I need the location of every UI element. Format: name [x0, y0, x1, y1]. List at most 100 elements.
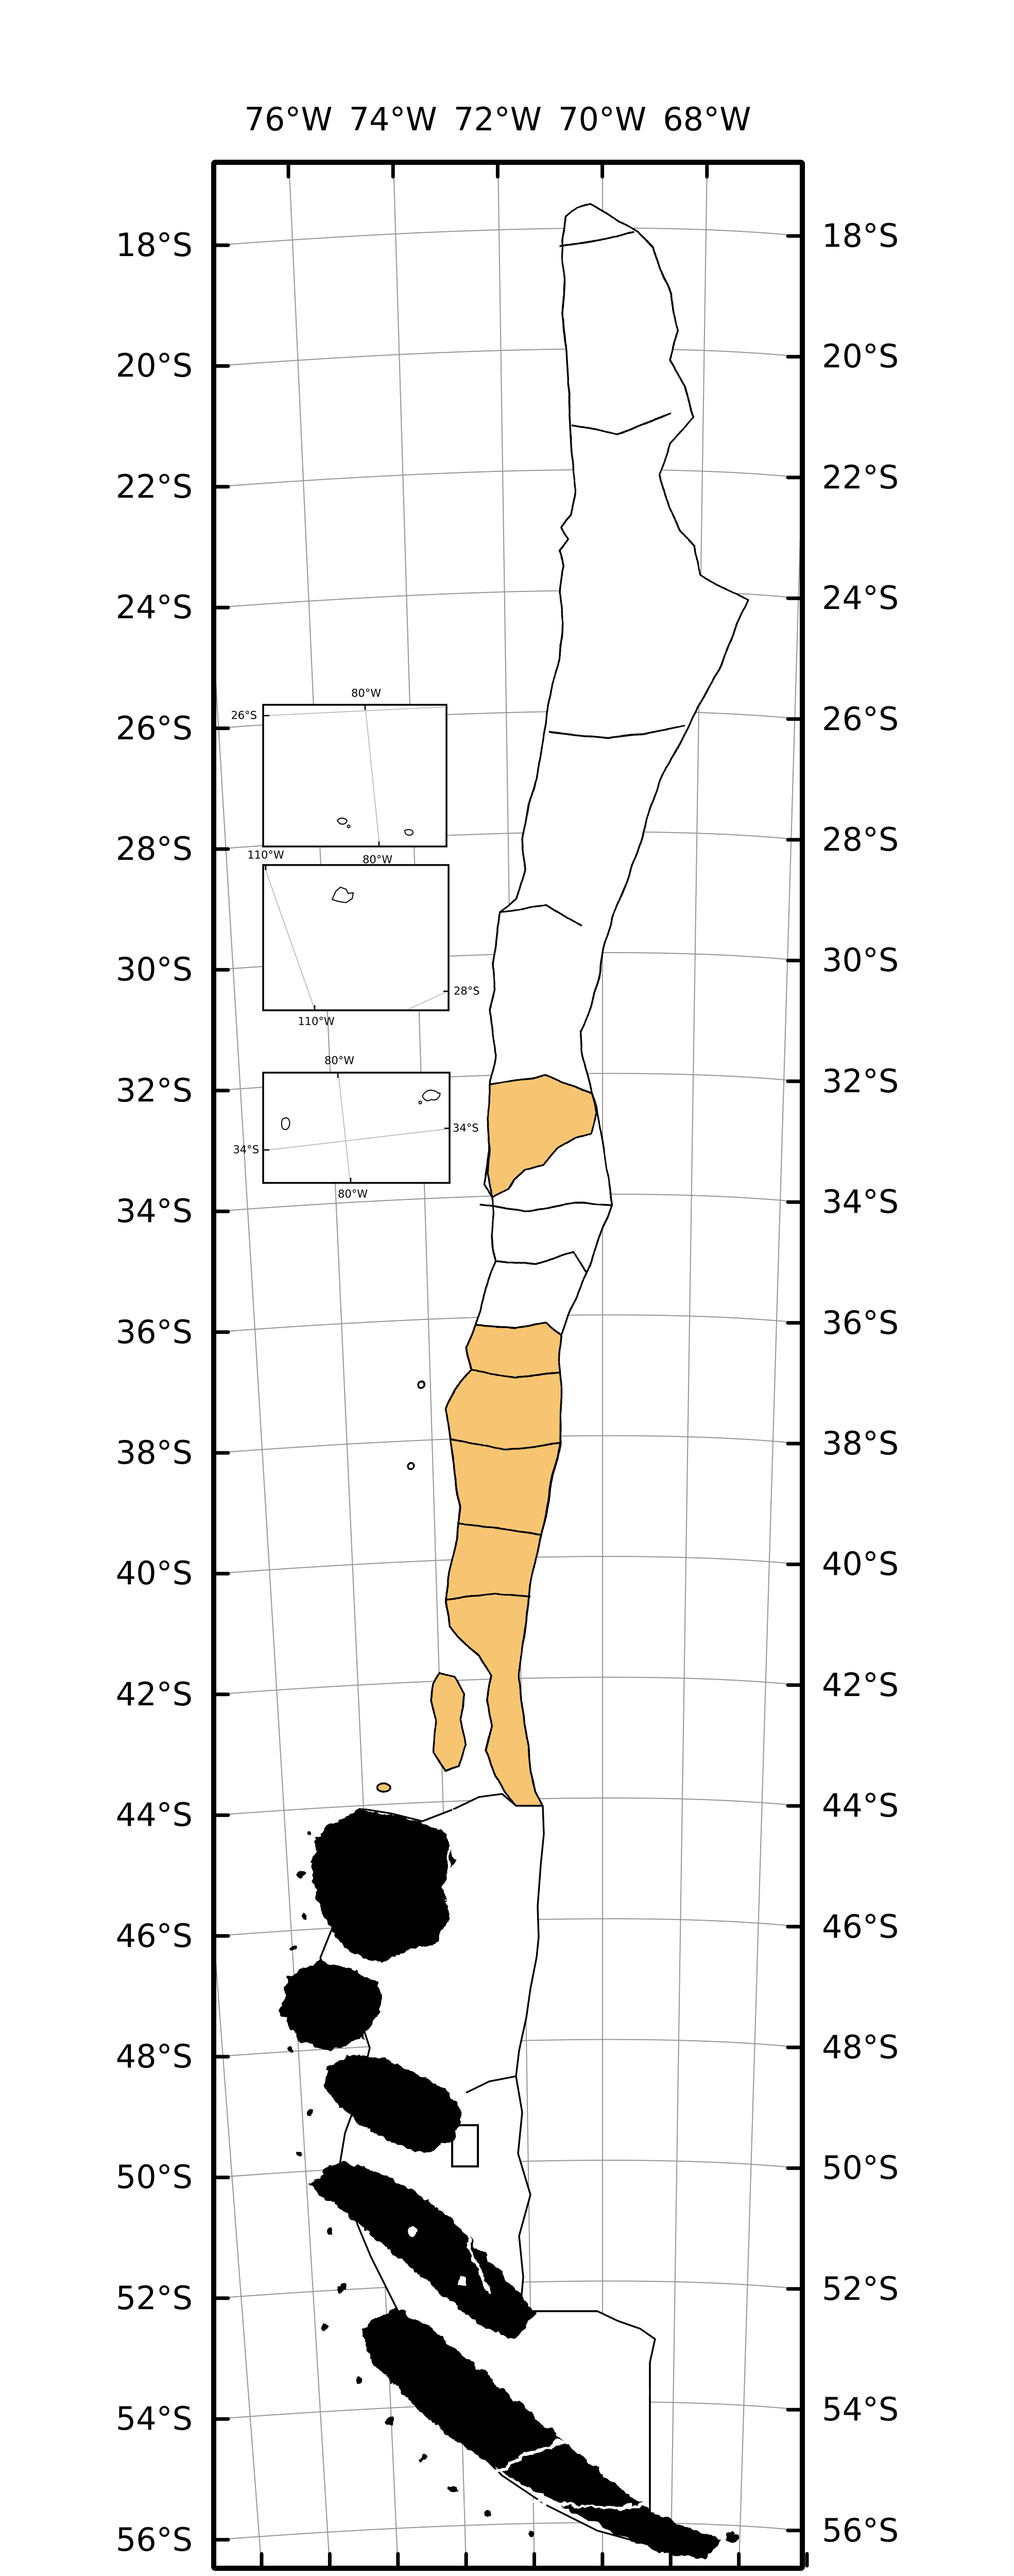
inset-desventuradas — [262, 704, 448, 848]
lat-label-right: 38°S — [822, 1425, 899, 1462]
region-border — [450, 1437, 561, 1451]
graticule-parallel — [215, 1556, 801, 1574]
lat-label-right: 30°S — [822, 941, 899, 979]
lat-label-right: 18°S — [822, 217, 899, 255]
lat-label-left: 34°S — [115, 1192, 193, 1230]
islet — [418, 1380, 426, 1388]
inset3-right-label: 34°S — [453, 1122, 479, 1134]
annotation-rectangle — [451, 2124, 479, 2167]
graticule-meridian — [214, 639, 331, 2568]
straight-borders — [451, 2124, 651, 2544]
desventuradas-islands — [336, 817, 414, 836]
inset1-left-label: 26°S — [231, 709, 257, 722]
graticule-parallel — [215, 1676, 801, 1695]
lat-label-right: 50°S — [822, 2149, 899, 2187]
lat-label-right: 48°S — [822, 2028, 899, 2066]
lat-label-left: 52°S — [115, 2279, 193, 2317]
inset-maps — [262, 704, 451, 1184]
lat-label-right: 56°S — [822, 2511, 899, 2549]
lat-label-right: 20°S — [822, 337, 899, 376]
lat-label-right: 46°S — [822, 1907, 899, 1945]
inset1-top-label: 80°W — [351, 687, 381, 700]
graticule-parallel — [215, 2160, 801, 2178]
graticule-meridian — [738, 452, 802, 2568]
inset-juan-fernandez — [262, 1072, 451, 1184]
lat-label-right: 54°S — [822, 2391, 899, 2429]
lat-label-left: 28°S — [115, 830, 193, 868]
graticule-meridian — [214, 1927, 262, 2568]
lat-label-left: 18°S — [115, 226, 193, 264]
lat-label-right: 40°S — [822, 1545, 899, 1583]
graticule-parallel — [215, 589, 801, 608]
lat-label-right: 32°S — [822, 1062, 899, 1100]
lat-label-left: 32°S — [115, 1071, 193, 1109]
graticule-parallel — [215, 2280, 801, 2299]
inset2-right-label: 28°S — [454, 985, 480, 997]
inset3-left-label: 34°S — [233, 1143, 259, 1156]
lon-label-top: 72°W — [453, 100, 542, 138]
lat-label-right: 24°S — [822, 579, 899, 617]
axis-ticks — [214, 163, 809, 2568]
map-frame — [211, 160, 805, 2571]
region-border — [446, 1593, 531, 1601]
region-border — [466, 2075, 517, 2094]
region-border — [457, 1521, 541, 1535]
lon-label-top: 76°W — [244, 100, 333, 138]
region-border — [571, 413, 673, 435]
highlighted-islet — [376, 1783, 392, 1793]
region-border — [495, 1251, 587, 1273]
inset-easter-island — [262, 864, 450, 1011]
lat-label-right: 44°S — [822, 1787, 899, 1825]
lat-label-right: 34°S — [822, 1183, 899, 1221]
lat-label-left: 56°S — [115, 2520, 193, 2558]
lat-label-left: 44°S — [115, 1796, 193, 1834]
region-border — [471, 1368, 560, 1379]
graticule-parallel — [215, 1918, 801, 1937]
lat-label-left: 50°S — [115, 2158, 193, 2196]
juan-fernandez-islands — [281, 1089, 441, 1130]
easter-island-shape — [331, 886, 354, 904]
inset2-bottom-label: 110°W — [298, 1015, 335, 1028]
lat-label-left: 46°S — [115, 1917, 193, 1955]
lat-label-left: 54°S — [115, 2400, 193, 2438]
lat-label-left: 38°S — [115, 1434, 193, 1471]
graticule-parallel — [215, 227, 801, 246]
lat-label-left: 40°S — [115, 1554, 193, 1592]
lon-label-top: 74°W — [349, 100, 437, 138]
lat-label-right: 42°S — [822, 1666, 899, 1704]
inset2-top-label: 110°W — [247, 849, 284, 861]
region-border — [558, 232, 635, 248]
lat-label-right: 36°S — [822, 1303, 899, 1342]
highlighted-region-valparaiso — [486, 1074, 597, 1199]
highlighted-region-chiloe — [429, 1671, 468, 1772]
graticule-meridian — [670, 162, 708, 2568]
inset3-top-label: 80°W — [324, 1054, 354, 1067]
land-layer — [376, 202, 749, 1807]
graticule-parallel — [215, 469, 801, 487]
graticule-parallel — [215, 348, 801, 367]
lat-label-right: 52°S — [822, 2269, 899, 2308]
region-border — [478, 1202, 612, 1212]
lat-label-left: 20°S — [115, 347, 193, 385]
islet — [406, 1462, 415, 1470]
lat-label-right: 26°S — [822, 700, 899, 738]
lat-label-right: 22°S — [822, 458, 899, 496]
lon-label-top: 68°W — [663, 100, 751, 138]
fjord-archipelago-texture — [280, 1808, 737, 2558]
lat-label-left: 30°S — [115, 951, 193, 989]
graticule-parallel — [215, 1797, 801, 1816]
lat-label-left: 24°S — [115, 588, 193, 626]
lat-label-left: 36°S — [115, 1313, 193, 1351]
region-border — [548, 724, 685, 739]
region-border — [500, 904, 583, 927]
lat-label-left: 22°S — [115, 467, 193, 505]
lat-label-right: 28°S — [822, 821, 899, 858]
lat-label-left: 26°S — [115, 709, 193, 747]
lat-label-left: 42°S — [115, 1675, 193, 1713]
lat-label-left: 48°S — [115, 2038, 193, 2075]
graticule-parallel — [215, 2522, 801, 2540]
lon-label-top: 70°W — [558, 100, 647, 138]
inset1-bottom-label: 80°W — [363, 853, 392, 866]
